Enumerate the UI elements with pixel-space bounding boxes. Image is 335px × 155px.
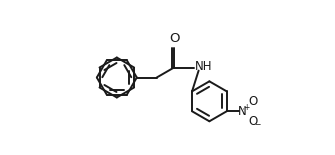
Text: O: O xyxy=(169,32,179,45)
Text: N: N xyxy=(238,105,247,118)
Text: −: − xyxy=(254,120,261,129)
Text: O: O xyxy=(248,95,257,108)
Text: +: + xyxy=(243,103,250,112)
Text: O: O xyxy=(248,115,257,128)
Text: NH: NH xyxy=(195,60,212,73)
